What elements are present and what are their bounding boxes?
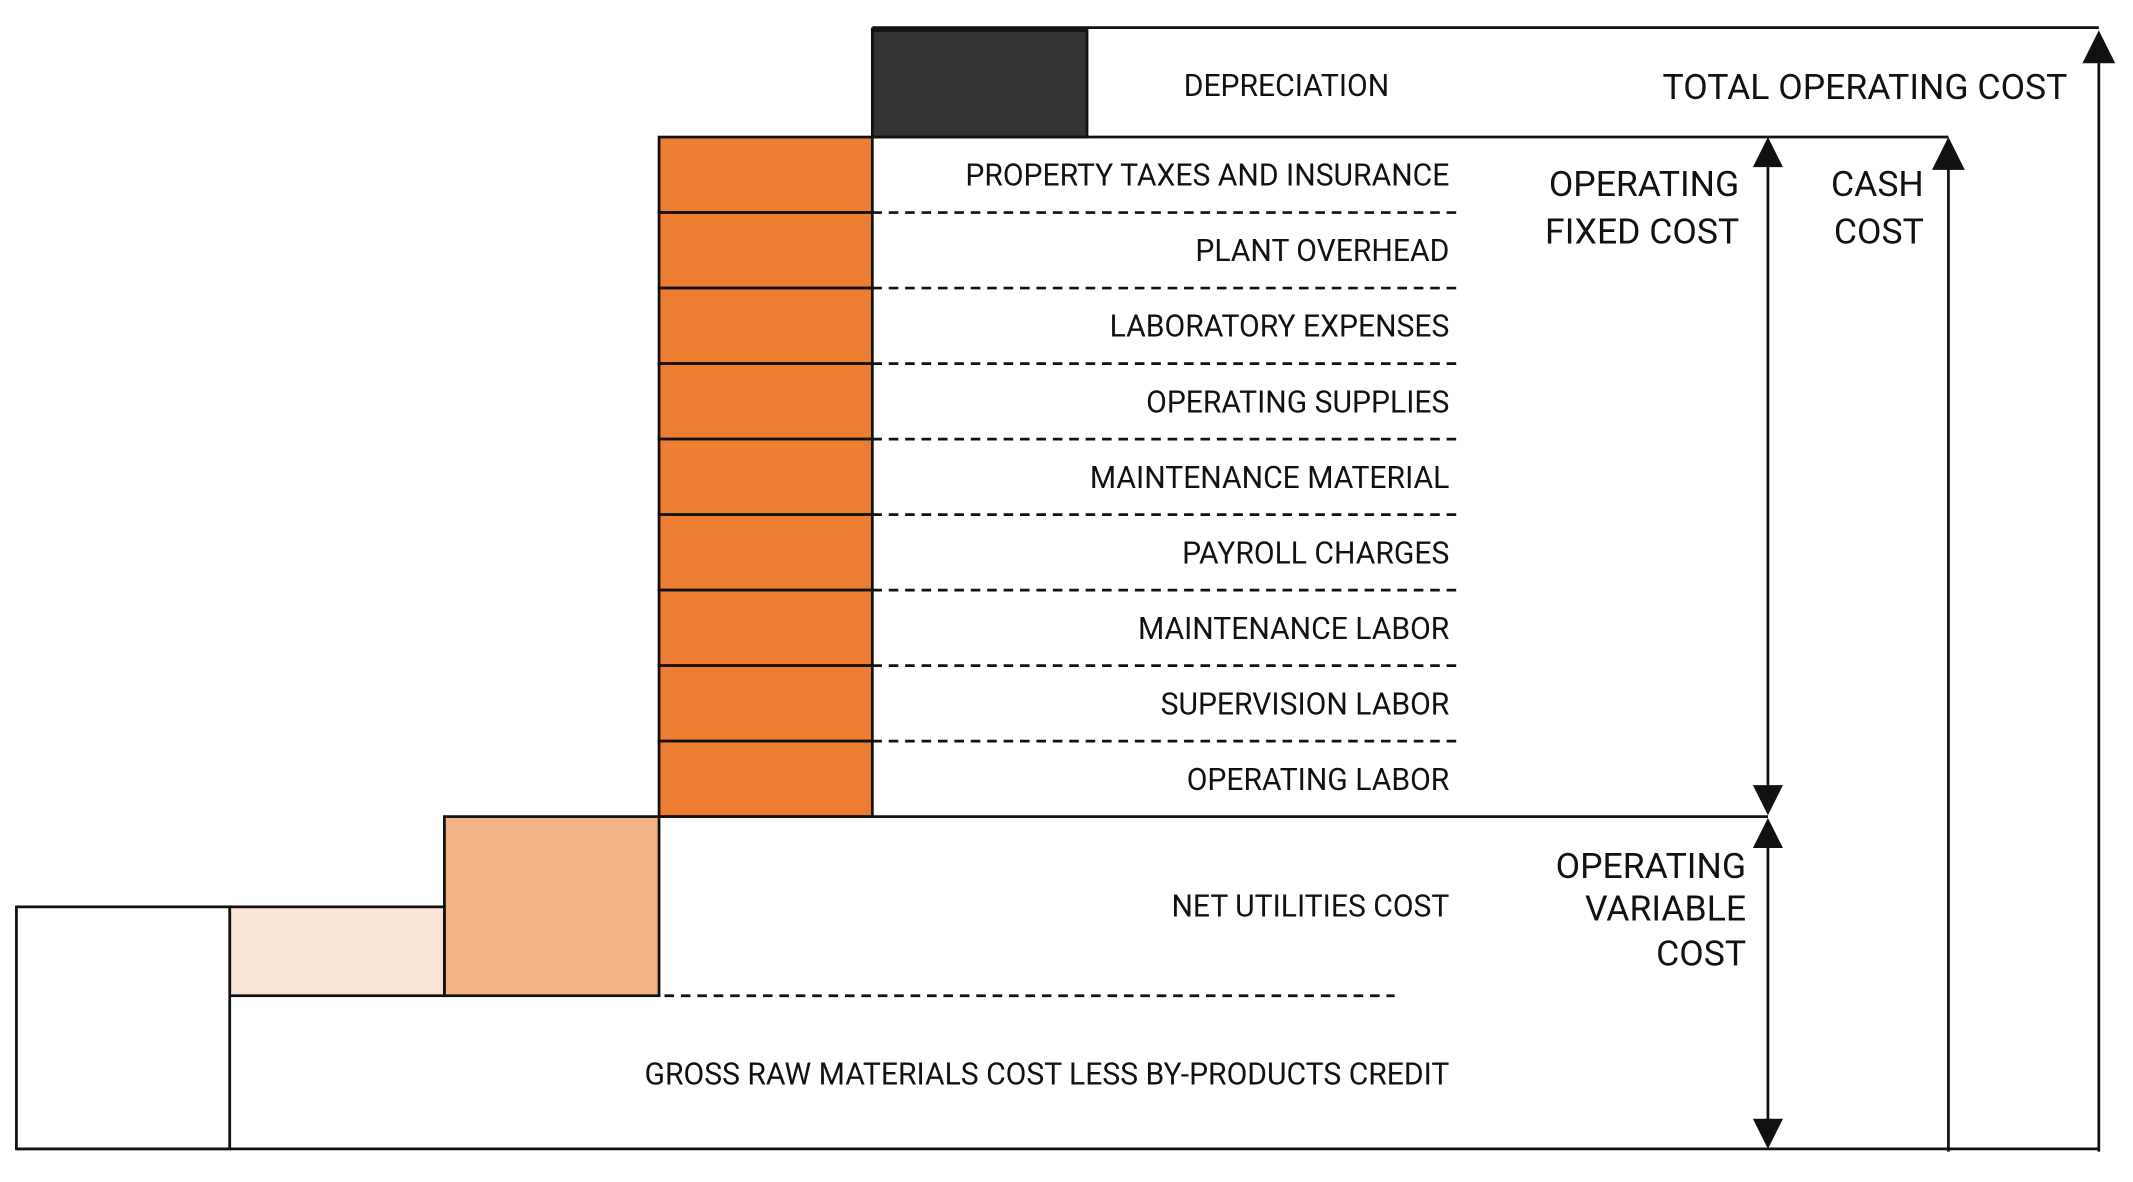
label: TOTAL OPERATING COST — [1663, 66, 2068, 108]
fixed-block — [657, 437, 874, 516]
label: LABORATORY EXPENSES — [1110, 310, 1450, 345]
label: VARIABLE — [1585, 888, 1746, 930]
fixed-block — [657, 588, 874, 667]
fixed-block — [657, 513, 874, 592]
label: MAINTENANCE LABOR — [1138, 612, 1449, 647]
depreciation-block — [870, 29, 1089, 139]
label: OPERATING — [1556, 845, 1746, 887]
label: OPERATING LABOR — [1187, 763, 1450, 798]
label: NET UTILITIES COST — [1171, 889, 1449, 924]
label: PROPERTY TAXES AND INSURANCE — [965, 159, 1449, 194]
fixed-block — [657, 286, 874, 365]
arrow-head — [1932, 137, 1965, 170]
arrow-head — [1752, 1118, 1783, 1149]
label: GROSS RAW MATERIALS COST LESS BY-PRODUCT… — [645, 1058, 1450, 1093]
fixed-block — [657, 739, 874, 818]
label: PAYROLL CHARGES — [1182, 536, 1449, 571]
fixed-block — [657, 135, 874, 214]
arrow-head — [1752, 137, 1783, 168]
label: OPERATING SUPPLIES — [1146, 385, 1449, 420]
arrow-head — [1752, 817, 1783, 849]
label: COST — [1834, 211, 1924, 253]
label: CASH — [1831, 163, 1924, 205]
label: DEPRECIATION — [1184, 69, 1389, 104]
utilities-block — [443, 815, 661, 998]
fixed-block — [657, 211, 874, 290]
label: PLANT OVERHEAD — [1195, 234, 1449, 269]
white-block — [15, 905, 232, 1151]
light-block — [228, 905, 446, 998]
label: OPERATING — [1549, 163, 1739, 205]
arrow-head — [1752, 785, 1783, 816]
label: FIXED COST — [1545, 211, 1739, 253]
label: SUPERVISION LABOR — [1161, 687, 1450, 722]
fixed-block — [657, 362, 874, 441]
fixed-blocks: PROPERTY TAXES AND INSURANCE PLANT OVERHE… — [657, 135, 1457, 818]
arrow-head — [2082, 30, 2116, 64]
fixed-block — [657, 664, 874, 743]
label: MAINTENANCE MATERIAL — [1090, 461, 1449, 496]
label: COST — [1656, 933, 1746, 975]
